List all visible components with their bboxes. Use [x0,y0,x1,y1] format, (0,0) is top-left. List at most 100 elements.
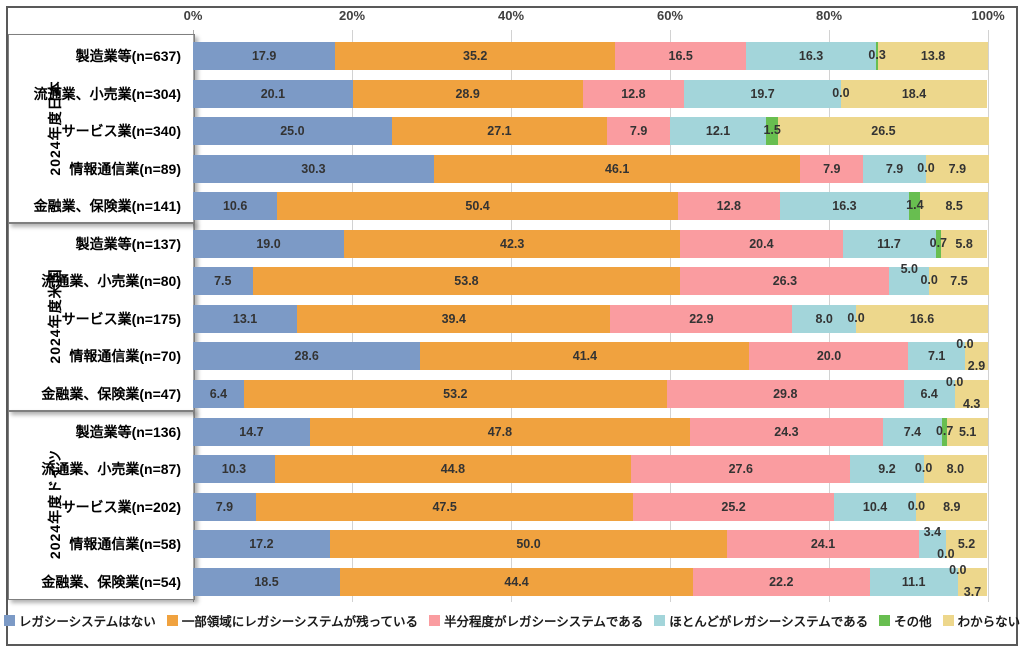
value-label: 5.8 [955,236,973,251]
bar-segment [889,267,930,296]
legend-item: 半分程度がレガシーシステムである [428,611,644,630]
value-label: 7.9 [823,161,841,176]
value-label: 14.7 [239,424,264,439]
bar-segment: 7.9 [607,117,670,146]
bar-segment: 7.5 [193,267,253,296]
bar-segment: 19.0 [193,229,345,258]
legend-swatch [654,615,666,626]
axis-tick-label: 60% [656,8,684,23]
bar-segment: 53.2 [243,379,667,408]
value-label: 50.4 [465,199,490,214]
bar-row: 7.5 53.8 26.3 5.0 0.0 7.5 [193,262,989,296]
bar-segment: 16.3 [746,42,876,70]
bar-row: 28.6 41.4 20.0 7.1 0.0 2.9 [193,337,988,373]
bar-segment: 16.3 [779,192,910,221]
axis-tick-label: 20% [338,8,366,23]
legend-label: 半分程度がレガシーシステムである [443,615,644,629]
value-label: 7.5 [950,274,968,289]
legend-label: わからない [957,615,1021,629]
bar-row: 18.5 44.4 22.2 11.1 0.0 3.7 [193,563,988,599]
bar-segment: 41.4 [420,342,750,371]
axis-tick-label: 0% [183,8,203,23]
bar-segment: 7.9 [193,492,256,521]
value-label: 19.7 [750,86,775,101]
row-label: 流通業、小売業(n=87) [41,461,181,478]
value-label: 22.9 [689,311,714,326]
bar-segment: 5.2 [945,530,988,559]
value-label: 44.4 [504,574,529,589]
bar-segment: 24.1 [727,530,919,559]
value-label: 11.1 [901,574,926,589]
legend-label: レガシーシステムはない [18,615,156,629]
bar-segment: 29.8 [666,379,904,408]
value-label: 10.3 [221,462,247,477]
bar-segment: 26.3 [680,267,890,296]
bar-segment [954,379,989,408]
bar-segment: 10.3 [193,455,275,484]
bar-segment: 50.0 [329,530,728,559]
bar-segment: 18.5 [193,567,341,596]
bar-segment: 30.3 [193,154,434,183]
value-label: 7.4 [903,424,922,439]
bar-segment: 11.7 [842,229,936,258]
row-label: サービス業(n=202) [61,498,181,515]
bar-segment [918,530,946,559]
legend-item: その他 [879,611,932,630]
value-label: 7.9 [629,124,648,139]
value-label: 47.8 [487,424,513,439]
bar-segment: 18.4 [840,79,988,108]
value-label: 53.2 [443,386,468,401]
legend-item: 一部領域にレガシーシステムが残っている [166,611,418,630]
axis-tick-label: 80% [815,8,843,23]
row-label: 金融業、保険業(n=47) [41,385,181,402]
bar-segment [909,192,921,221]
bar-segment: 25.0 [193,117,392,146]
bar-segment: 6.4 [903,379,955,408]
value-label: 8.0 [815,311,833,326]
row-label: 金融業、保険業(n=54) [41,573,181,590]
legend-swatch [942,615,954,626]
legend-item: ほとんどがレガシーシステムである [654,611,868,630]
bar-segment: 11.1 [869,567,958,596]
value-label: 39.4 [441,311,466,326]
value-label: 22.2 [769,574,794,589]
value-label: 53.8 [454,274,479,289]
value-label: 44.8 [440,462,466,477]
bar-segment: 7.9 [925,154,989,183]
legend-swatch [879,615,891,626]
bar-segment: 17.9 [193,42,336,70]
bar-segment: 26.5 [778,117,989,146]
value-label: 18.4 [901,86,927,101]
value-label: 27.1 [487,124,512,139]
bar-segment: 12.1 [669,117,767,146]
bar-row: 25.0 27.1 7.9 12.1 1.5 26.5 [193,117,989,146]
bar-segment: 44.4 [340,567,694,596]
bar-segment: 22.2 [693,567,870,596]
value-label: 26.3 [772,274,798,289]
value-label: 24.3 [774,424,799,439]
value-label: 8.9 [943,499,961,514]
value-label: 29.8 [773,386,798,401]
value-label: 26.5 [871,124,896,139]
bar-segment: 16.5 [615,42,747,70]
legend-swatch [3,615,15,626]
value-label: 10.6 [222,199,248,214]
row-label: 情報通信業(n=89) [69,160,181,177]
bar-segment: 39.4 [297,304,611,333]
value-label: 16.3 [832,199,857,214]
bar-segment: 22.9 [610,304,793,333]
bar-segment: 7.5 [929,267,989,296]
bar-segment: 12.8 [582,79,685,108]
bar-segment: 5.1 [947,417,988,446]
bar-row: 7.9 47.5 25.2 10.4 0.0 8.9 [193,492,988,521]
bar-segment: 8.9 [916,492,988,521]
value-label: 10.4 [862,499,888,514]
bar-segment: 13.8 [878,42,988,70]
row-label: 情報通信業(n=70) [69,348,181,365]
row-label: サービス業(n=175) [61,310,181,327]
bar-segment: 8.0 [792,304,856,333]
value-label: 30.3 [301,161,326,176]
row-label: 製造業等(n=137) [75,235,181,252]
value-label: 24.1 [810,537,836,552]
bar-segment: 10.6 [193,192,278,221]
